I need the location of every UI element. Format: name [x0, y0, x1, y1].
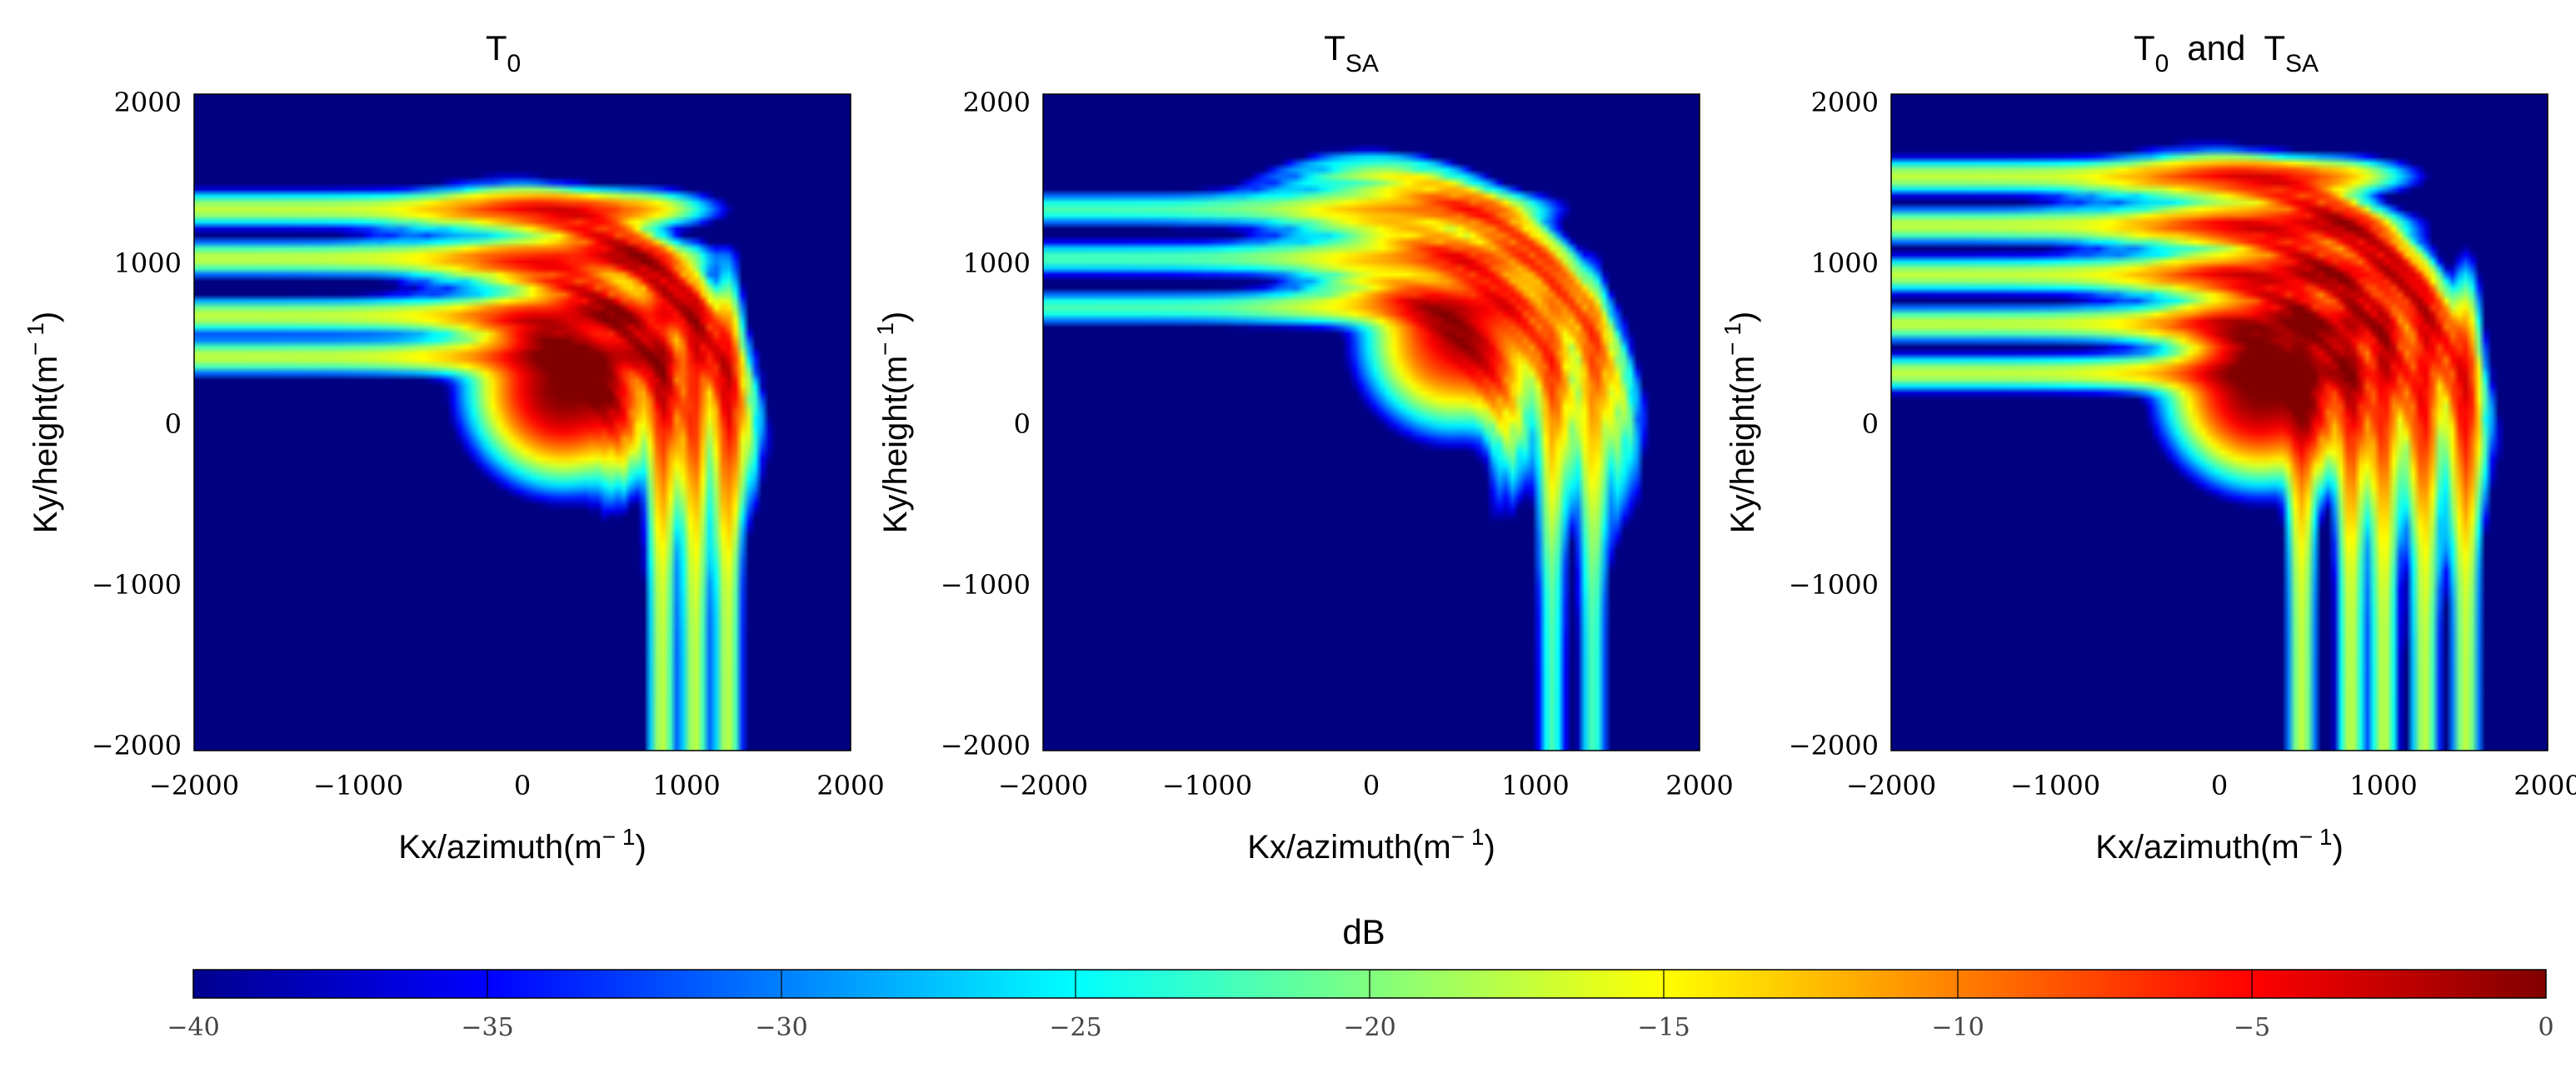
panel-3-y-ticks: 2000 1000 0 −1000 −2000 [1789, 87, 1879, 761]
panel-1-y-axis-label: Ky/height(m− 1) [22, 312, 64, 533]
panel-2-x-ticks: −2000 −1000 0 1000 2000 [998, 770, 1734, 801]
y-tick-label: −2000 [1789, 730, 1879, 761]
colorbar-tick-label: −5 [2234, 1013, 2270, 1042]
x-tick-label: 2000 [1665, 770, 1733, 801]
colorbar-tick-label: 0 [2538, 1013, 2554, 1042]
y-tick-label: −2000 [92, 730, 182, 761]
panel-1-y-ticks: 2000 1000 0 −1000 −2000 [92, 87, 182, 761]
panel-1-title: T0 [486, 28, 521, 77]
panel-3: T0 and TSA −2000 −1000 0 1000 2000 2000 10… [1720, 28, 2576, 866]
x-tick-label: −1000 [1162, 770, 1252, 801]
panel-2-x-axis-label: Kx/azimuth(m− 1) [1247, 824, 1495, 866]
colorbar: dB −40 −35 −30 −25 −20 −15 −10 −5 0 [167, 912, 2554, 1042]
colorbar-tick-label: −40 [167, 1013, 219, 1042]
x-tick-label: 0 [514, 770, 531, 801]
panel-3-x-axis-label: Kx/azimuth(m− 1) [2095, 824, 2344, 866]
x-tick-label: −1000 [2010, 770, 2100, 801]
y-tick-label: 1000 [963, 247, 1031, 279]
y-tick-label: 0 [1862, 408, 1879, 440]
x-tick-label: −1000 [313, 770, 403, 801]
colorbar-tick-label: −25 [1049, 1013, 1101, 1042]
colorbar-label: dB [1342, 912, 1385, 951]
x-tick-label: 1000 [652, 770, 720, 801]
colorbar-tick-label: −35 [461, 1013, 513, 1042]
panel-1-x-axis-label: Kx/azimuth(m− 1) [398, 824, 646, 866]
x-tick-label: 0 [1363, 770, 1380, 801]
colorbar-tick-label: −15 [1637, 1013, 1690, 1042]
x-tick-label: 2000 [816, 770, 884, 801]
x-tick-label: 1000 [2349, 770, 2417, 801]
y-tick-label: 2000 [1811, 87, 1879, 118]
x-tick-label: 0 [2211, 770, 2228, 801]
panel-3-frame [1890, 93, 2549, 751]
y-tick-label: 2000 [963, 87, 1031, 118]
x-tick-label: −2000 [1846, 770, 1936, 801]
y-tick-label: 1000 [1811, 247, 1879, 279]
y-tick-label: 2000 [114, 87, 182, 118]
panel-2-title: TSA [1324, 28, 1379, 77]
panel-2-y-axis-label: Ky/height(m− 1) [872, 312, 914, 533]
y-tick-label: 0 [165, 408, 182, 440]
panel-1-x-ticks: −2000 −1000 0 1000 2000 [149, 770, 885, 801]
colorbar-tick-labels: −40 −35 −30 −25 −20 −15 −10 −5 0 [167, 1013, 2554, 1042]
y-tick-label: −1000 [1789, 569, 1879, 601]
panel-2-y-ticks: 2000 1000 0 −1000 −2000 [941, 87, 1031, 761]
panel-1-frame [193, 93, 851, 751]
colorbar-tick-label: −30 [755, 1013, 807, 1042]
panel-2: TSA −2000 −1000 0 1000 2000 2000 1000 0 … [872, 28, 1734, 866]
x-tick-label: 2000 [2514, 770, 2576, 801]
panel-2-heatmap [1043, 94, 1700, 751]
colorbar-tick-label: −20 [1343, 1013, 1395, 1042]
colorbar-tick-label: −10 [1931, 1013, 1984, 1042]
y-tick-label: −1000 [941, 569, 1031, 601]
x-tick-label: 1000 [1501, 770, 1569, 801]
y-tick-label: −2000 [941, 730, 1031, 761]
panel-1-heatmap [194, 94, 851, 751]
x-tick-label: −2000 [998, 770, 1088, 801]
panel-1: T0 −2000 −1000 0 1000 2000 2000 1000 0 −… [22, 28, 885, 866]
panel-3-y-axis-label: Ky/height(m− 1) [1720, 312, 1761, 533]
panel-3-heatmap [1891, 94, 2548, 751]
x-tick-label: −2000 [149, 770, 239, 801]
panel-3-x-ticks: −2000 −1000 0 1000 2000 [1846, 770, 2576, 801]
panel-2-frame [1042, 93, 1700, 751]
colorbar-tick-marks [487, 970, 2253, 998]
panel-3-title: T0 and TSA [2134, 28, 2319, 77]
y-tick-label: 0 [1014, 408, 1031, 440]
y-tick-label: −1000 [92, 569, 182, 601]
y-tick-label: 1000 [114, 247, 182, 279]
